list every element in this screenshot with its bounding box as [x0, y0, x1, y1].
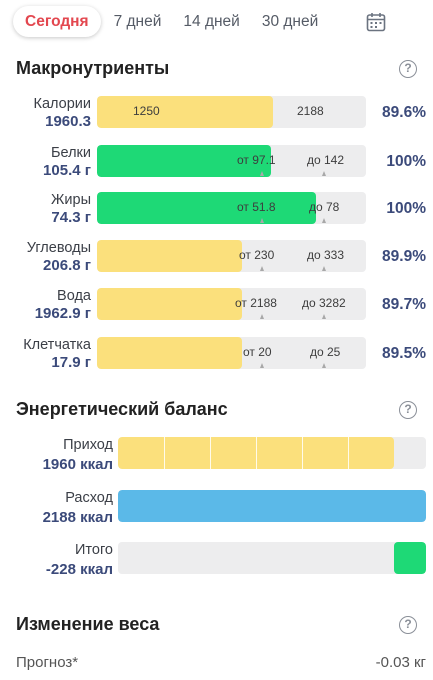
macro-name: Углеводы	[26, 240, 91, 256]
forecast-value: -0.03 кг	[375, 654, 426, 671]
macro-row: Калории 1960.3 1250 2188 89.6%	[0, 96, 433, 136]
weight-title: Изменение веса	[16, 614, 160, 634]
max-marker	[322, 218, 326, 223]
macro-progress-bar: от 20 до 25	[97, 337, 366, 369]
macro-max-label: до 333	[307, 248, 345, 262]
macro-max-label: 2188	[297, 104, 324, 118]
macro-max-label: до 25	[310, 345, 341, 359]
macro-max-label: до 78	[309, 200, 340, 214]
energy-value: 1960 ккал	[42, 456, 113, 473]
macro-name: Клетчатка	[23, 337, 91, 353]
macro-value: 17.9 г	[51, 354, 91, 371]
macro-row: Углеводы 206.8 г от 230 до 333 89.9%	[0, 240, 433, 280]
macro-value: 74.3 г	[51, 209, 91, 226]
weight-help-icon[interactable]: ?	[399, 616, 417, 634]
macro-min-label: от 2188	[235, 296, 277, 310]
energy-segment-divider	[255, 437, 258, 469]
macro-percent: 100%	[386, 153, 426, 170]
macro-name: Калории	[33, 96, 91, 112]
energy-segment-divider	[347, 437, 350, 469]
macro-percent: 89.7%	[382, 296, 426, 313]
min-marker	[260, 171, 264, 176]
energy-segment-divider	[163, 437, 166, 469]
macro-progress-bar: от 97.1 до 142	[97, 145, 366, 177]
macro-percent: 100%	[386, 200, 426, 217]
period-tabs: Сегодня 7 дней 14 дней 30 дней	[13, 5, 423, 37]
macro-progress-bar: от 2188 до 3282	[97, 288, 366, 320]
macro-min-label: от 20	[243, 345, 272, 359]
macro-value: 206.8 г	[43, 257, 91, 274]
energy-row: Итого -228 ккал	[0, 542, 433, 582]
forecast-label: Прогноз*	[16, 654, 79, 671]
energy-row: Приход 1960 ккал	[0, 437, 433, 477]
calendar-icon[interactable]	[366, 12, 386, 32]
energy-title: Энергетический баланс	[16, 399, 228, 419]
tab-14-days[interactable]: 14 дней	[183, 12, 240, 30]
macro-progress-fill	[97, 145, 271, 177]
macro-progress-fill	[97, 192, 317, 224]
tab-30-days[interactable]: 30 дней	[261, 12, 319, 30]
macro-max-label: до 3282	[302, 296, 346, 310]
energy-name: Приход	[63, 437, 113, 453]
energy-value: 2188 ккал	[42, 509, 113, 526]
energy-bar-fill	[118, 490, 426, 522]
min-marker	[260, 218, 264, 223]
energy-segment-divider	[301, 437, 304, 469]
macro-max-label: до 142	[307, 153, 345, 167]
macro-percent: 89.9%	[382, 248, 426, 265]
macro-row: Белки 105.4 г от 97.1 до 142 100%	[0, 145, 433, 185]
macro-name: Белки	[50, 145, 91, 161]
macro-progress-fill	[97, 96, 274, 128]
tab-7-days[interactable]: 7 дней	[113, 12, 162, 30]
macro-value: 1962.9 г	[34, 305, 91, 322]
macro-row: Жиры 74.3 г от 51.8 до 78 100%	[0, 192, 433, 232]
macro-value: 105.4 г	[43, 162, 91, 179]
energy-value: -228 ккал	[45, 561, 113, 578]
macro-percent: 89.6%	[382, 104, 426, 121]
energy-bar-fill	[393, 542, 426, 574]
macro-row: Клетчатка 17.9 г от 20 до 25 89.5%	[0, 337, 433, 377]
macros-help-icon[interactable]: ?	[399, 60, 417, 78]
energy-segment-divider	[209, 437, 212, 469]
max-marker	[322, 171, 326, 176]
min-marker	[260, 363, 264, 368]
macro-min-label: от 51.8	[237, 200, 276, 214]
macro-row: Вода 1962.9 г от 2188 до 3282 89.7%	[0, 288, 433, 328]
macro-progress-fill	[97, 240, 243, 272]
macro-progress-fill	[97, 337, 243, 369]
macro-progress-bar: от 230 до 333	[97, 240, 366, 272]
energy-bar	[118, 490, 426, 522]
macro-value: 1960.3	[45, 113, 91, 130]
min-marker	[260, 314, 264, 319]
macro-percent: 89.5%	[382, 345, 426, 362]
macro-min-label: от 230	[239, 248, 275, 262]
macro-progress-bar: от 51.8 до 78	[97, 192, 366, 224]
macro-name: Жиры	[51, 192, 91, 208]
energy-row: Расход 2188 ккал	[0, 490, 433, 530]
tab-today[interactable]: Сегодня	[13, 5, 101, 37]
energy-name: Итого	[75, 542, 113, 558]
energy-help-icon[interactable]: ?	[399, 401, 417, 419]
max-marker	[322, 266, 326, 271]
macro-min-label: от 97.1	[237, 153, 276, 167]
energy-name: Расход	[65, 490, 113, 506]
max-marker	[322, 314, 326, 319]
energy-bar	[118, 437, 426, 469]
max-marker	[322, 363, 326, 368]
macro-progress-bar: 1250 2188	[97, 96, 366, 128]
macros-title: Макронутриенты	[16, 58, 170, 78]
macro-name: Вода	[57, 288, 91, 304]
macro-progress-fill	[97, 288, 243, 320]
macro-min-label: 1250	[133, 104, 160, 118]
energy-bar	[118, 542, 426, 574]
min-marker	[260, 266, 264, 271]
